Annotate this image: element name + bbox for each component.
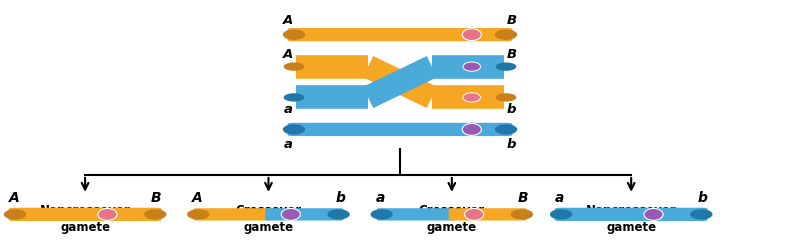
Ellipse shape (283, 29, 305, 40)
Text: a: a (375, 191, 385, 205)
FancyBboxPatch shape (554, 208, 708, 221)
Text: b: b (698, 191, 708, 205)
Ellipse shape (282, 208, 300, 220)
Ellipse shape (465, 208, 484, 220)
Ellipse shape (98, 208, 117, 220)
Text: a: a (284, 137, 293, 151)
Ellipse shape (550, 209, 572, 220)
Text: a: a (554, 191, 564, 205)
Ellipse shape (511, 209, 533, 220)
Ellipse shape (144, 209, 166, 220)
Ellipse shape (462, 124, 482, 135)
Text: b: b (507, 137, 516, 151)
FancyBboxPatch shape (377, 208, 455, 221)
Ellipse shape (327, 209, 350, 220)
Ellipse shape (284, 62, 304, 71)
Text: A: A (283, 13, 294, 26)
Text: A: A (192, 191, 202, 205)
Ellipse shape (463, 93, 481, 102)
Text: Noncrossover
gamete: Noncrossover gamete (40, 204, 130, 234)
Ellipse shape (370, 209, 393, 220)
Ellipse shape (284, 93, 304, 102)
Text: A: A (283, 48, 294, 61)
Ellipse shape (4, 209, 26, 220)
Text: Crossover
gamete: Crossover gamete (235, 204, 302, 234)
Ellipse shape (644, 208, 663, 220)
Text: Crossover
gamete: Crossover gamete (418, 204, 485, 234)
FancyBboxPatch shape (266, 208, 343, 221)
Ellipse shape (187, 209, 210, 220)
FancyBboxPatch shape (9, 208, 162, 221)
Text: B: B (506, 13, 517, 26)
Ellipse shape (495, 29, 517, 40)
Text: A: A (9, 191, 19, 205)
Ellipse shape (496, 62, 516, 71)
Text: B: B (506, 48, 517, 61)
FancyBboxPatch shape (287, 28, 513, 41)
FancyBboxPatch shape (194, 208, 272, 221)
Text: a: a (284, 103, 293, 116)
Ellipse shape (496, 93, 516, 102)
Ellipse shape (462, 29, 482, 41)
Ellipse shape (463, 62, 481, 71)
Ellipse shape (495, 124, 517, 135)
FancyBboxPatch shape (449, 208, 526, 221)
Text: b: b (507, 103, 516, 116)
Text: b: b (335, 191, 345, 205)
Ellipse shape (690, 209, 713, 220)
Text: B: B (518, 191, 528, 205)
Text: Noncrossover
gamete: Noncrossover gamete (586, 204, 677, 234)
Text: B: B (151, 191, 162, 205)
FancyBboxPatch shape (287, 123, 513, 136)
Ellipse shape (283, 124, 305, 135)
